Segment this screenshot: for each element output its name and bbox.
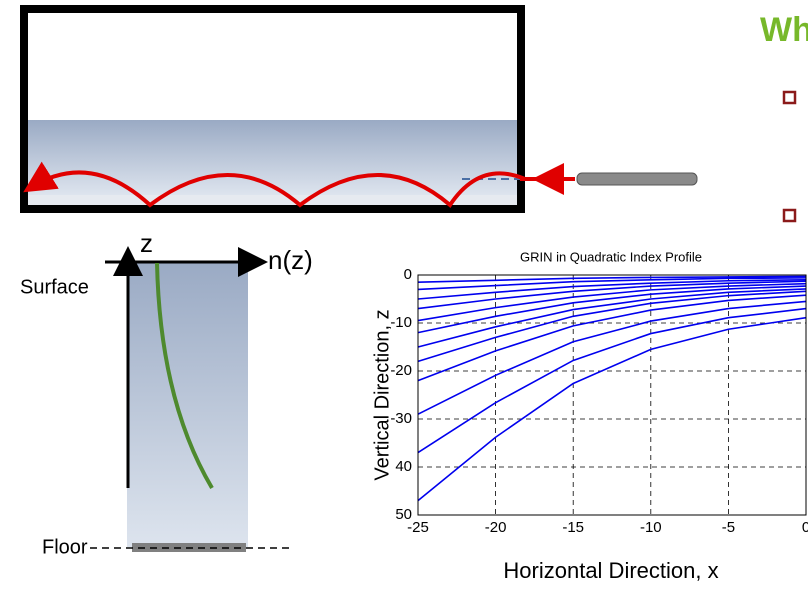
chart: GRIN in Quadratic Index Profile Horizont…	[371, 249, 808, 582]
series-line	[417, 285, 807, 334]
x-axis-label: Horizontal Direction, x	[503, 558, 718, 583]
x-tick-label: -10	[640, 519, 662, 536]
y-tick-label: 0	[404, 266, 412, 283]
water-column	[127, 262, 248, 547]
x-tick-label: 0	[802, 519, 808, 536]
y-tick-label: -20	[390, 362, 412, 379]
plot-area	[418, 275, 806, 515]
y-axis-label: Vertical Direction, z	[371, 309, 393, 480]
series-line	[417, 294, 807, 382]
series-line	[417, 277, 807, 291]
series-line	[417, 282, 807, 322]
series-line	[417, 275, 807, 283]
x-tick-label: -25	[407, 519, 429, 536]
probe	[576, 172, 698, 186]
waveguide-diagram	[20, 5, 698, 213]
x-tick-label: -5	[722, 519, 735, 536]
series-line	[417, 290, 807, 363]
y-tick-label: -30	[390, 410, 412, 427]
x-tick-label: -15	[562, 519, 584, 536]
chart-title: GRIN in Quadratic Index Profile	[520, 249, 702, 264]
profile-diagram: z n(z) Surface Floor	[20, 228, 313, 558]
floor-label: Floor	[42, 536, 88, 558]
y-tick-label: 40	[395, 458, 412, 475]
series-line	[417, 279, 807, 300]
series-line	[417, 316, 807, 502]
index-curve	[155, 262, 214, 490]
surface-label: Surface	[20, 276, 89, 298]
heading: Wh	[760, 11, 808, 49]
y-tick-label: 50	[395, 506, 412, 523]
tank-border	[20, 5, 525, 213]
water-layer	[24, 120, 521, 195]
x-tick-label: -20	[485, 519, 507, 536]
y-tick-label: -10	[390, 314, 412, 331]
series-line	[417, 280, 807, 310]
plot-frame	[417, 274, 807, 516]
n-label: n(z)	[268, 245, 313, 275]
ray-path	[23, 161, 526, 208]
series-line	[417, 288, 807, 348]
bullet	[782, 90, 797, 105]
series-line	[417, 307, 807, 454]
z-label: z	[140, 228, 153, 258]
bullet	[782, 208, 797, 223]
series-line	[417, 300, 807, 415]
